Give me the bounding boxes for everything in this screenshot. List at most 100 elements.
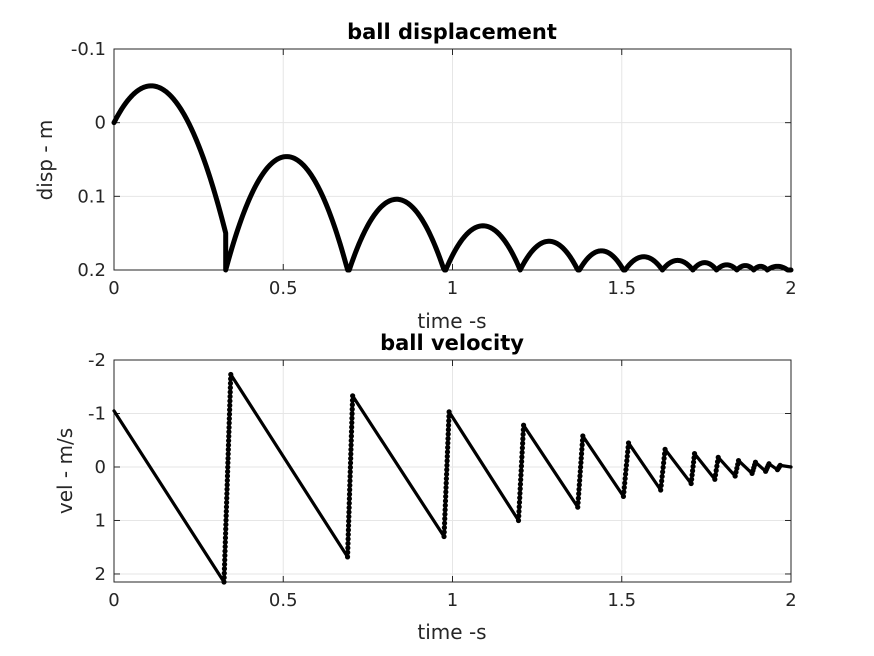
velocity-point	[519, 454, 525, 460]
velocity-point	[223, 504, 230, 510]
velocity-point	[516, 513, 522, 519]
velocity-point	[443, 471, 450, 477]
velocity-point	[441, 525, 447, 531]
velocity-point	[347, 478, 353, 484]
chart-title-velocity: ball velocity	[380, 331, 524, 355]
velocity-point	[580, 433, 586, 439]
velocity-point	[348, 442, 354, 448]
velocity-point	[625, 444, 631, 450]
velocity-point	[443, 493, 449, 500]
x-tick-label-velocity: 1	[447, 590, 458, 611]
velocity-point	[623, 462, 630, 468]
velocity-point	[518, 463, 525, 469]
velocity-point	[578, 451, 585, 457]
velocity-point	[225, 460, 231, 466]
velocity-point	[225, 442, 232, 448]
velocity-point	[346, 518, 352, 524]
velocity-point	[575, 500, 581, 506]
x-tick-label-displacement: 0.5	[269, 278, 298, 299]
velocity-point	[714, 463, 720, 469]
velocity-point	[349, 415, 355, 421]
velocity-point	[346, 500, 352, 506]
axes-displacement: 0 0.5 1 1.5 2 -0.1 0 0.1 0.2 ball displacement t…	[33, 20, 797, 333]
velocity-point	[659, 478, 665, 484]
velocity-point	[445, 444, 451, 451]
y-tick-label-velocity: -2	[88, 350, 106, 371]
velocity-point	[348, 437, 354, 444]
velocity-point	[225, 455, 231, 461]
velocity-point	[227, 393, 233, 400]
velocity-point	[227, 402, 233, 408]
y-axis-label-velocity: vel - m/s	[53, 428, 77, 514]
velocity-point	[713, 467, 719, 474]
velocity-point	[517, 486, 523, 492]
velocity-point	[441, 533, 447, 540]
y-tick-label-displacement: 0.1	[77, 186, 106, 207]
velocity-point	[441, 529, 447, 535]
velocity-point	[346, 514, 352, 520]
velocity-point	[576, 491, 582, 497]
velocity-point	[690, 459, 697, 465]
velocity-point	[348, 433, 354, 439]
ticks-displacement: 0 0.5 1 1.5 2 -0.1 0 0.1 0.2	[71, 39, 797, 299]
x-tick-label-velocity: 0.5	[269, 590, 298, 611]
velocity-point	[227, 389, 233, 395]
velocity-point	[690, 463, 696, 470]
velocity-point	[444, 462, 450, 468]
velocity-point	[226, 433, 232, 439]
velocity-point	[517, 481, 524, 487]
velocity-point	[224, 491, 230, 497]
velocity-point	[227, 407, 233, 413]
velocity-point	[576, 486, 582, 492]
velocity-point	[691, 451, 698, 457]
velocity-point	[221, 579, 227, 585]
velocity-point	[345, 527, 352, 533]
velocity-point	[224, 477, 230, 484]
velocity-point	[578, 455, 584, 461]
velocity-point	[345, 540, 351, 547]
velocity-point	[766, 461, 772, 467]
velocity-point	[446, 409, 452, 415]
velocity-point	[223, 521, 229, 528]
velocity-point	[226, 420, 232, 426]
grid-velocity	[113, 359, 792, 582]
velocity-point	[578, 460, 584, 466]
velocity-point	[349, 411, 355, 417]
velocity-point	[516, 504, 522, 510]
velocity-point	[443, 476, 449, 482]
y-tick-label-velocity: -1	[88, 403, 106, 424]
velocity-point	[579, 437, 586, 444]
velocity-point	[345, 536, 351, 542]
velocity-point	[442, 498, 449, 504]
velocity-point	[734, 465, 740, 471]
ticks-velocity: 0 0.5 1 1.5 2 -2 -1 0 1 2	[88, 350, 797, 611]
velocity-point	[345, 531, 351, 538]
velocity-point	[622, 475, 628, 482]
velocity-point	[621, 484, 627, 491]
velocity-point	[622, 471, 629, 477]
velocity-point	[515, 517, 522, 524]
velocity-point	[226, 429, 232, 435]
velocity-point	[442, 507, 448, 513]
velocity-point	[712, 472, 719, 478]
velocity-point	[516, 508, 522, 515]
velocity-point	[227, 398, 233, 404]
x-tick-label-displacement: 0	[108, 278, 119, 299]
velocity-point	[350, 393, 356, 399]
velocity-point	[226, 438, 232, 444]
velocity-point	[346, 509, 352, 515]
velocity-point	[228, 376, 234, 382]
velocity-point	[345, 545, 351, 551]
y-tick-label-velocity: 0	[95, 457, 106, 478]
velocity-point	[224, 499, 230, 506]
velocity-point	[579, 442, 585, 448]
velocity-point	[689, 476, 695, 482]
velocity-point	[222, 539, 228, 545]
y-axis-label-displacement: disp - m	[33, 120, 57, 201]
velocity-point	[228, 371, 234, 378]
velocity-point	[752, 459, 759, 465]
y-tick-label-displacement: -0.1	[71, 39, 106, 60]
velocity-point	[575, 495, 581, 501]
velocity-point	[518, 468, 524, 474]
velocity-point	[349, 424, 355, 430]
